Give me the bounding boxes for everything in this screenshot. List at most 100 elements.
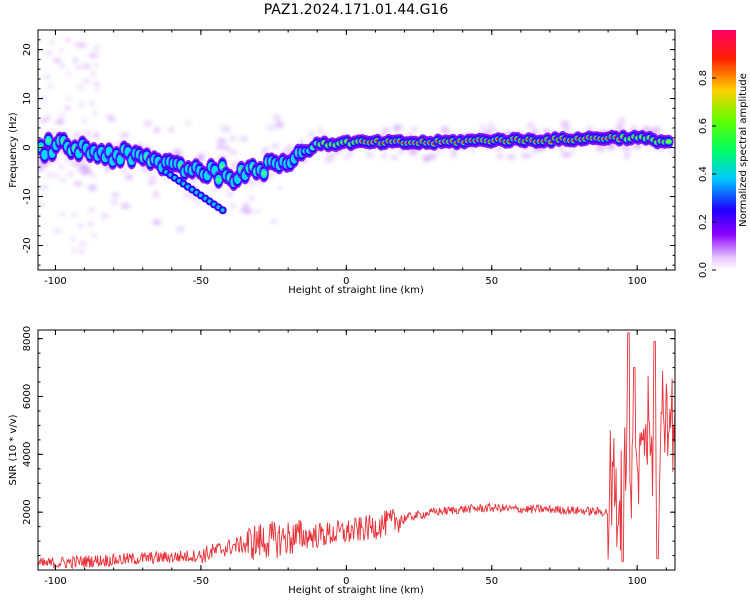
spectral-speck bbox=[120, 203, 131, 209]
spec-xtick-label: 50 bbox=[485, 276, 498, 287]
spectral-speck bbox=[80, 165, 91, 173]
spectral-speck bbox=[390, 155, 399, 159]
spectral-ridge bbox=[38, 129, 674, 215]
spectral-speck bbox=[46, 172, 54, 177]
spectral-speck bbox=[79, 241, 86, 246]
ridge-layer bbox=[261, 171, 267, 176]
spec-xtick-label: -100 bbox=[44, 276, 67, 287]
spectral-speck bbox=[225, 192, 234, 197]
spectral-speck bbox=[87, 221, 95, 226]
spectral-speck bbox=[272, 114, 282, 121]
spectral-speck bbox=[43, 75, 51, 80]
spectral-speck bbox=[122, 168, 127, 173]
colorbar-tick-label: 0.2 bbox=[698, 214, 709, 230]
spec-ytick-label: -10 bbox=[22, 188, 33, 204]
spectral-speck bbox=[479, 124, 486, 131]
ridge-layer bbox=[666, 140, 671, 143]
spectral-speck bbox=[77, 167, 83, 172]
spectral-speck bbox=[108, 115, 115, 122]
spectral-speck bbox=[571, 148, 576, 153]
spectral-speck bbox=[143, 120, 153, 127]
spectral-speck bbox=[196, 200, 201, 205]
spectrogram-frame bbox=[37, 29, 676, 271]
spec-xtick-label: -50 bbox=[193, 276, 209, 287]
spectral-speck bbox=[38, 166, 44, 172]
spectral-speck bbox=[73, 42, 82, 47]
spectral-speck bbox=[95, 87, 100, 92]
spectral-speck bbox=[71, 248, 77, 253]
spectral-speck bbox=[92, 111, 97, 116]
spectral-speck bbox=[619, 117, 625, 123]
snr-ytick-label: 6000 bbox=[22, 384, 33, 409]
spectral-speck bbox=[77, 223, 84, 228]
spectral-speck bbox=[422, 157, 428, 162]
spectral-speck bbox=[152, 190, 160, 198]
spectral-speck bbox=[266, 125, 276, 131]
spectral-speck bbox=[87, 53, 96, 58]
spectral-speck bbox=[73, 59, 78, 64]
colorbar-gradient bbox=[712, 30, 736, 270]
spectral-speck bbox=[82, 130, 92, 135]
ridge-branch bbox=[220, 208, 225, 213]
spectral-speck bbox=[271, 143, 279, 149]
snr-ytick-label: 8000 bbox=[22, 326, 33, 351]
spectral-speck bbox=[411, 126, 418, 133]
spectral-speck bbox=[263, 147, 270, 151]
spectral-speck bbox=[542, 128, 550, 133]
spectral-speck bbox=[485, 129, 492, 135]
spectral-speck bbox=[88, 184, 97, 191]
ridge-layer bbox=[216, 177, 222, 182]
spectral-speck bbox=[104, 168, 112, 173]
spectral-speck bbox=[54, 173, 60, 178]
spectral-speck bbox=[275, 121, 284, 129]
spectral-speck bbox=[494, 146, 504, 151]
ridge-layer bbox=[219, 164, 225, 169]
spectral-speck bbox=[561, 151, 572, 158]
spectral-speck bbox=[93, 46, 100, 51]
spectral-speck bbox=[60, 178, 66, 183]
snr-ytick-label: 4000 bbox=[22, 442, 33, 467]
spectral-speck bbox=[381, 128, 391, 133]
spectrogram-heatmap bbox=[38, 30, 675, 270]
spectral-speck bbox=[366, 150, 371, 154]
spectral-speck bbox=[191, 195, 196, 202]
spectral-speck bbox=[63, 37, 72, 42]
spectral-speck bbox=[147, 181, 157, 185]
spectral-speck bbox=[244, 209, 253, 215]
spectral-speck bbox=[79, 42, 88, 47]
spectral-speck bbox=[149, 174, 157, 181]
spectral-speck bbox=[78, 249, 85, 254]
spectral-speck bbox=[77, 85, 84, 90]
spectral-speck bbox=[222, 143, 228, 150]
snr-ticks: -100 -50 0 50 100 2000 4000 6000 8000 bbox=[22, 326, 675, 587]
spectral-speck bbox=[450, 151, 457, 159]
spectral-speck bbox=[153, 127, 161, 133]
spectral-speck bbox=[38, 202, 45, 207]
spectral-speck bbox=[168, 127, 174, 132]
spectral-speck bbox=[216, 138, 227, 144]
spectral-speck bbox=[394, 125, 404, 129]
spec-ytick-label: -20 bbox=[22, 237, 33, 253]
snr-xlabel: Height of straight line (km) bbox=[288, 585, 424, 596]
spectral-speck bbox=[615, 123, 625, 129]
spectral-speck bbox=[82, 79, 91, 84]
colorbar: 0.0 0.2 0.4 0.6 0.8 Normalized spectral ampl… bbox=[698, 30, 749, 278]
snr-xtick-label: -50 bbox=[193, 576, 209, 587]
spectral-speck bbox=[38, 95, 47, 100]
spectral-speck bbox=[670, 149, 675, 157]
spectral-speck bbox=[60, 211, 66, 216]
ridge-layer bbox=[41, 149, 49, 160]
spectral-speck bbox=[71, 213, 78, 218]
colorbar-ticks: 0.0 0.2 0.4 0.6 0.8 bbox=[698, 70, 716, 278]
spectral-speck bbox=[298, 138, 304, 145]
spectral-speck bbox=[239, 135, 248, 142]
spectral-speck bbox=[45, 51, 53, 56]
spec-ytick-label: 0 bbox=[22, 144, 33, 150]
spectral-speck bbox=[247, 179, 256, 186]
spec-xtick-label: 0 bbox=[343, 276, 349, 287]
spectral-speck bbox=[254, 209, 261, 214]
spectral-speck bbox=[73, 132, 81, 138]
snr-ylabel: SNR (10 * v/v) bbox=[8, 414, 19, 485]
snr-plot-area bbox=[38, 332, 675, 570]
